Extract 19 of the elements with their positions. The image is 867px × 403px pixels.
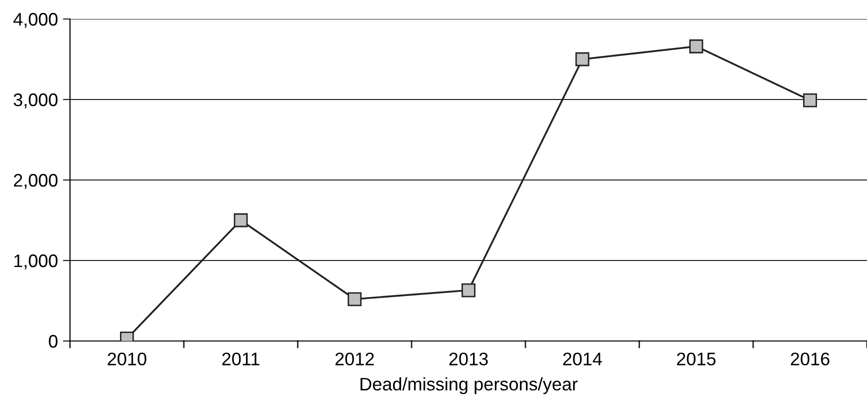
y-tick-label: 0 xyxy=(48,334,58,348)
point xyxy=(689,39,704,54)
y-tick-label: 2,000 xyxy=(14,174,58,189)
x-tick-label: 2011 xyxy=(222,352,260,366)
point xyxy=(462,283,476,298)
x-tick-label: 2014 xyxy=(563,352,602,366)
y-tick-label: 1,000 xyxy=(14,254,58,270)
point xyxy=(234,213,248,228)
y-tick-label: 3,000 xyxy=(14,93,58,108)
x-axis-title: Dead/missing persons/year xyxy=(360,377,578,394)
x-tick-label: 2010 xyxy=(108,352,146,366)
point xyxy=(803,93,818,108)
point xyxy=(348,292,362,306)
x-tick-label: 2013 xyxy=(449,352,488,366)
x-tick-label: 2012 xyxy=(335,352,374,366)
x-tick-label: 2016 xyxy=(790,352,830,366)
point xyxy=(575,52,590,66)
x-tick-label: 2015 xyxy=(677,352,716,366)
y-tick-label: 4,000 xyxy=(13,12,58,28)
